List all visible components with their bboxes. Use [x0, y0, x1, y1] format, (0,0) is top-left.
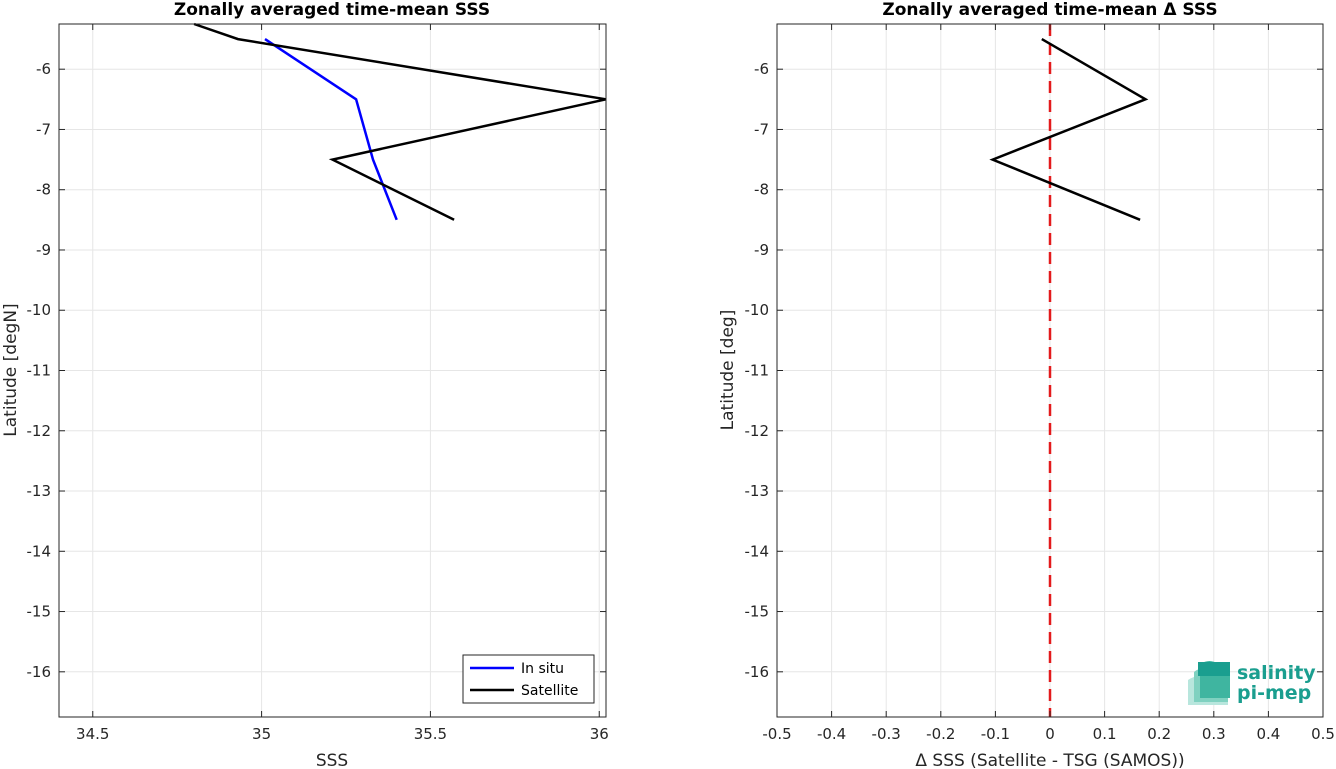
x-tick-label: -0.4: [817, 725, 846, 743]
x-tick-label: -0.2: [926, 725, 955, 743]
y-tick-label: -6: [36, 60, 51, 78]
ticks-sss: 34.5 35 35.5 36 -6 -7 -8 -9 -10 -11 -12 -13 -14 -15 -1…: [27, 24, 609, 743]
y-tick-label: -7: [36, 120, 51, 138]
x-tick-label: 0: [1045, 725, 1055, 743]
y-tick-label: -10: [745, 301, 770, 319]
y-axis-label-sss: Latitude [degN]: [1, 303, 21, 436]
legend: In situ Satellite: [462, 654, 595, 704]
y-tick-label: -7: [754, 120, 769, 138]
series-delta-sss: [989, 38, 1149, 221]
y-tick-label: -15: [745, 603, 770, 621]
chart-title-delta-sss: Zonally averaged time-mean Δ SSS: [882, 0, 1217, 20]
y-tick-label: -8: [36, 181, 51, 199]
y-tick-label: -15: [27, 603, 52, 621]
panel-delta-sss: -0.5 -0.4 -0.3 -0.2 -0.1 0 0.1 0.2 0.3 0.4 0.5 -6 -7…: [718, 0, 1335, 769]
panel-sss: 34.5 35 35.5 36 -6 -7 -8 -9 -10 -11 -12 -13 -14 -15 -1…: [1, 0, 609, 769]
wave-logo-icon: [1188, 661, 1230, 705]
x-tick-label: 0.5: [1311, 725, 1335, 743]
y-tick-label: -8: [754, 181, 769, 199]
y-tick-label: -14: [745, 542, 770, 560]
logo-text-salinity: salinity: [1237, 662, 1316, 684]
legend-box: [462, 654, 595, 704]
x-axis-label-sss: SSS: [316, 751, 348, 769]
grid-sss: [59, 24, 606, 717]
y-tick-label: -6: [754, 60, 769, 78]
x-tick-label: -0.5: [762, 725, 791, 743]
y-tick-label: -12: [27, 422, 52, 440]
y-tick-label: -11: [27, 362, 52, 380]
series-line-series-0: [989, 38, 1149, 221]
x-axis-label-delta-sss: Δ SSS (Satellite - TSG (SAMOS)): [915, 751, 1184, 769]
y-tick-label: -11: [745, 362, 770, 380]
series-line-in-situ: [264, 38, 398, 221]
chart-title-sss: Zonally averaged time-mean SSS: [174, 0, 490, 20]
x-tick-label: 35: [252, 725, 271, 743]
legend-label-in-situ: In situ: [521, 661, 564, 677]
x-tick-label: 0.2: [1147, 725, 1171, 743]
x-tick-label: 35.5: [414, 725, 447, 743]
y-tick-label: -14: [27, 542, 52, 560]
x-tick-label: 36: [590, 725, 609, 743]
x-tick-label: -0.3: [872, 725, 901, 743]
y-tick-label: -13: [745, 482, 770, 500]
y-tick-label: -16: [745, 663, 770, 681]
y-tick-label: -13: [27, 482, 52, 500]
x-tick-label: 0.4: [1256, 725, 1280, 743]
y-tick-label: -9: [754, 241, 769, 259]
x-tick-label: 0.1: [1093, 725, 1117, 743]
logo-text-pi-mep: pi-mep: [1237, 682, 1311, 704]
x-tick-label: 34.5: [76, 725, 109, 743]
legend-label-satellite: Satellite: [521, 683, 578, 699]
x-tick-label: -0.1: [981, 725, 1010, 743]
salinity-pi-mep-logo: salinity pi-mep: [1188, 661, 1316, 705]
y-tick-label: -16: [27, 663, 52, 681]
y-tick-label: -10: [27, 301, 52, 319]
x-tick-label: 0.3: [1202, 725, 1226, 743]
y-tick-label: -9: [36, 241, 51, 259]
y-tick-label: -12: [745, 422, 770, 440]
y-axis-label-delta-sss: Latitude [deg]: [718, 310, 738, 431]
ticks-delta-sss: -0.5 -0.4 -0.3 -0.2 -0.1 0 0.1 0.2 0.3 0.4 0.5 -6 -7…: [745, 24, 1335, 743]
